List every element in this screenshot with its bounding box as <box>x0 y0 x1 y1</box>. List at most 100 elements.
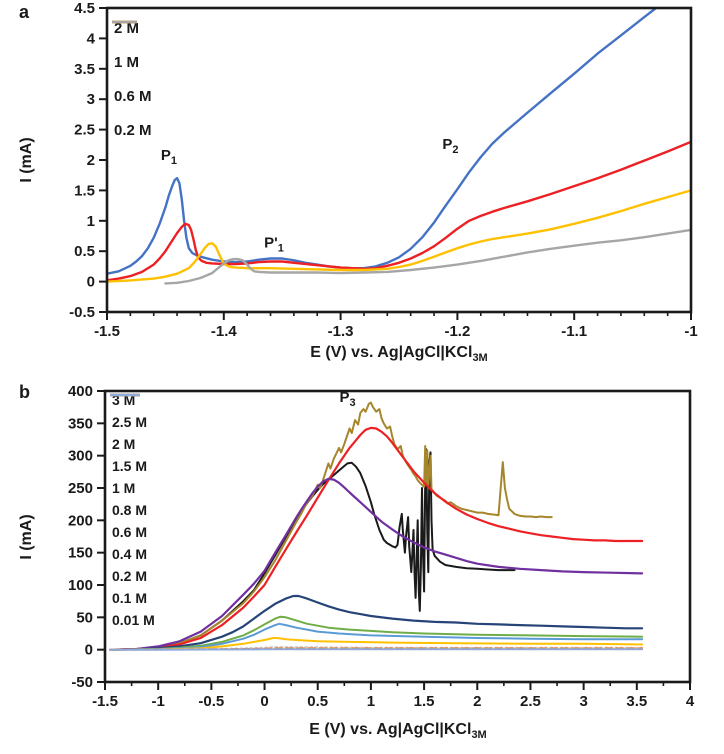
legend-item-0.6M: 0.6 M <box>109 393 155 541</box>
y-tick-label: 3.5 <box>74 61 95 78</box>
x-tick-label: -1.3 <box>328 323 354 340</box>
legend-label: 2 M <box>114 20 140 37</box>
panel-b-letter: b <box>19 382 30 402</box>
panel-a-x-axis-label: E (V) vs. Ag|AgCl|KCl3M <box>310 344 487 364</box>
y-tick-label: 0 <box>85 642 93 659</box>
panel-b-x-axis-label-main: E (V) vs. Ag|AgCl|KCl <box>309 721 472 738</box>
y-tick-label: 400 <box>68 383 93 400</box>
peak-label-P3: P3 <box>339 389 355 409</box>
legend-swatch <box>110 393 140 397</box>
panel-b-y-axis-label: I (mA) <box>18 514 35 560</box>
plot-border <box>105 6 693 314</box>
y-tick-label: 200 <box>68 512 93 529</box>
y-tick-label: 250 <box>68 480 93 497</box>
y-tick-label: -0.5 <box>69 304 95 321</box>
legend-item-1M: 1 M <box>111 20 152 73</box>
plot-border <box>103 389 692 684</box>
y-tick-label: 1 <box>87 213 95 230</box>
y-tick-label: 300 <box>68 448 93 465</box>
panel-a: -1.5 -1.4 -1.3 -1.2 -1.1 -1 -0.5 0 0.5 1 1.5 2 2.5 3 3… <box>0 0 724 375</box>
series-line-2M <box>107 8 658 275</box>
series-line-1.5M <box>109 477 644 651</box>
y-tick-label: 4 <box>87 30 96 47</box>
legend-item-0.4M: 0.4 M <box>109 393 155 563</box>
panel-b-plot: -1.5 -1 -0.5 0 0.5 1 1.5 2 2.5 3 3.5 4 -50 0 50 100 150 2… <box>68 383 695 710</box>
legend-item-0.1M: 0.1 M <box>109 393 155 607</box>
legend-item-0.8M: 0.8 M <box>109 393 155 519</box>
y-tick-label: 0.5 <box>74 243 95 260</box>
series-line-0.6M <box>109 622 644 651</box>
panel-b-x-axis-label-sub: 3M <box>471 729 487 742</box>
legend-item-0.6M: 0.6 M <box>111 20 152 107</box>
panel-a-x-axis-label-sub: 3M <box>472 352 488 365</box>
x-tick-label: -1 <box>684 323 697 340</box>
legend-item-1M: 1 M <box>109 393 155 497</box>
x-tick-label: 2.5 <box>520 693 541 710</box>
peak-label-P2: P2 <box>442 136 458 156</box>
legend-label: 2 M <box>112 436 136 452</box>
legend-item-0.2M: 0.2 M <box>109 393 155 585</box>
series-line-0.2M <box>164 228 691 285</box>
legend-label: 0.6 M <box>114 88 152 105</box>
y-tick-label: 4.5 <box>74 0 95 17</box>
x-tick-label: -1.1 <box>561 323 587 340</box>
legend-label: 1.5 M <box>112 458 148 474</box>
y-tick-label: 350 <box>68 415 93 432</box>
legend-label: 0.01 M <box>112 612 155 628</box>
series-line-0.8M <box>109 615 644 651</box>
x-tick-label: 1.5 <box>414 693 435 710</box>
panel-a-plot: -1.5 -1.4 -1.3 -1.2 -1.1 -1 -0.5 0 0.5 1 1.5 2 2.5 3 3… <box>69 0 698 340</box>
legend-label: 0.2 M <box>114 122 152 139</box>
series-line-2.5M <box>109 401 553 651</box>
y-tick-label: -50 <box>71 674 93 691</box>
x-tick-label: 2 <box>473 693 481 710</box>
panel-a-legend: 2 M 1 M 0.6 M 0.2 M <box>111 18 152 141</box>
series-line-1M <box>109 594 644 651</box>
legend-label: 0.8 M <box>112 502 148 518</box>
legend-label: 1 M <box>112 480 136 496</box>
legend-label: 1 M <box>114 54 140 71</box>
peak-label-P1: P'1 <box>264 235 284 255</box>
x-tick-label: 4 <box>686 693 695 710</box>
y-tick-label: 3 <box>87 91 95 108</box>
panel-b-x-axis-label: E (V) vs. Ag|AgCl|KCl3M <box>309 721 486 741</box>
legend-item-0.2M: 0.2 M <box>111 20 152 141</box>
y-tick-label: 150 <box>68 545 93 562</box>
series-line-2M <box>109 426 644 651</box>
series-line-0.6M <box>107 189 691 283</box>
y-tick-label: 2 <box>87 152 95 169</box>
x-tick-label: -1.2 <box>444 323 470 340</box>
x-tick-label: 0 <box>260 693 268 710</box>
panel-a-letter: a <box>19 2 30 22</box>
x-tick-label: -1.4 <box>211 323 238 340</box>
x-tick-label: 3.5 <box>626 693 647 710</box>
x-tick-label: -0.5 <box>198 693 224 710</box>
legend-swatch <box>112 20 137 24</box>
legend-item-1.5M: 1.5 M <box>109 393 155 475</box>
x-tick-label: -1.5 <box>92 693 118 710</box>
legend-label: 0.4 M <box>112 546 148 562</box>
x-tick-label: -1.5 <box>94 323 120 340</box>
y-tick-label: 1.5 <box>74 182 95 199</box>
legend-item-2.5M: 2.5 M <box>109 393 155 431</box>
y-tick-label: 2.5 <box>74 122 95 139</box>
legend-label: 0.2 M <box>112 568 148 584</box>
y-tick-label: 0 <box>87 274 95 291</box>
panel-b: -1.5 -1 -0.5 0 0.5 1 1.5 2 2.5 3 3.5 4 -50 0 50 100 150 2… <box>0 375 724 754</box>
series-line-0.4M <box>109 637 644 651</box>
x-tick-label: 0.5 <box>307 693 328 710</box>
legend-label: 0.6 M <box>112 524 148 540</box>
series-line-3M <box>109 448 516 651</box>
x-tick-label: 3 <box>579 693 587 710</box>
legend-label: 0.1 M <box>112 590 148 606</box>
panel-a-x-axis-label-main: E (V) vs. Ag|AgCl|KCl <box>310 344 473 361</box>
legend-label: 2.5 M <box>112 414 148 430</box>
x-tick-label: -1 <box>152 693 165 710</box>
legend-item-2M: 2 M <box>109 393 155 453</box>
y-tick-label: 100 <box>68 577 93 594</box>
legend-item-0.01M: 0.01 M <box>109 393 155 629</box>
series-line-1M <box>107 140 691 282</box>
y-tick-label: 50 <box>76 609 93 626</box>
